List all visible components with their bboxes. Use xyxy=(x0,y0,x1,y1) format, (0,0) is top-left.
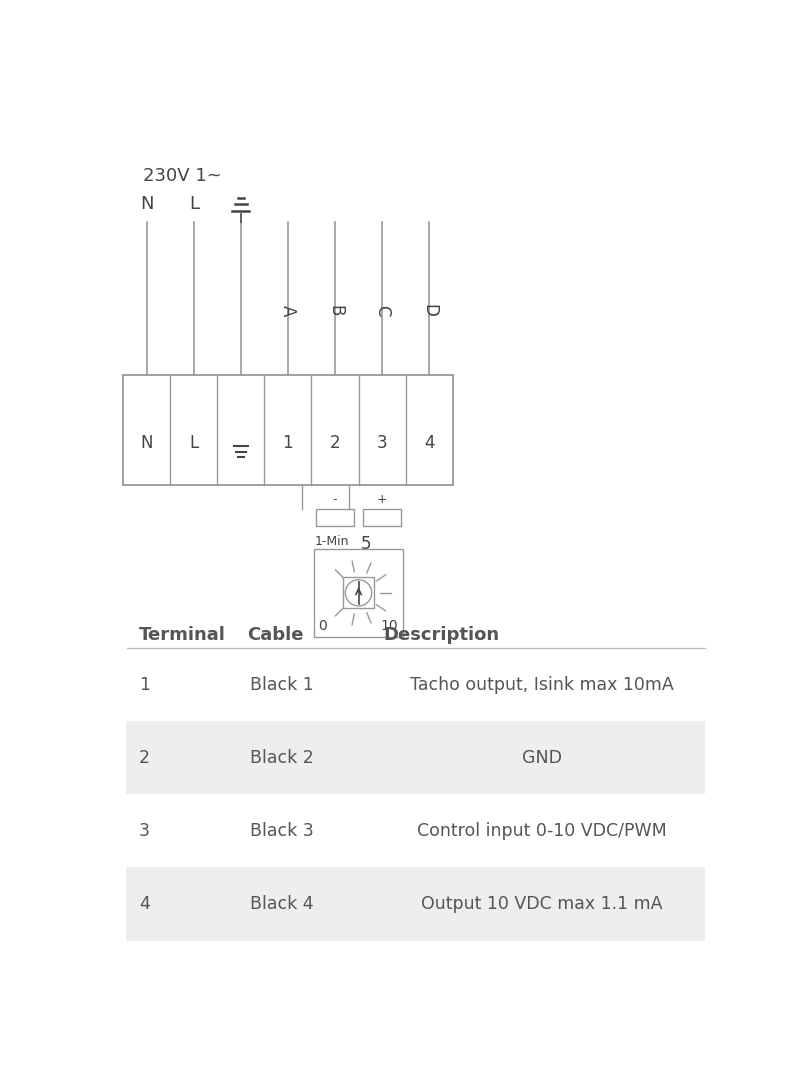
Bar xyxy=(314,548,403,637)
Text: Black 4: Black 4 xyxy=(250,895,314,913)
Text: Black 1: Black 1 xyxy=(250,676,314,694)
Text: N: N xyxy=(140,195,154,213)
Bar xyxy=(126,795,705,867)
Text: L: L xyxy=(190,435,198,452)
Text: C: C xyxy=(373,305,391,317)
Text: B: B xyxy=(326,305,344,317)
Text: Black 3: Black 3 xyxy=(250,822,314,840)
Text: 1-Min: 1-Min xyxy=(314,535,349,548)
Text: N: N xyxy=(141,435,153,452)
Text: Black 2: Black 2 xyxy=(250,749,314,766)
Text: L: L xyxy=(189,195,199,213)
Bar xyxy=(126,721,705,795)
Text: +: + xyxy=(377,493,387,506)
Text: Control input 0-10 VDC/PWM: Control input 0-10 VDC/PWM xyxy=(417,822,666,840)
Text: 1: 1 xyxy=(138,676,150,694)
Text: 4: 4 xyxy=(138,895,150,913)
Bar xyxy=(123,375,453,485)
Text: 3: 3 xyxy=(377,435,387,452)
Text: A: A xyxy=(279,305,297,317)
Text: 230V 1~: 230V 1~ xyxy=(142,166,222,185)
Text: 5: 5 xyxy=(361,535,371,552)
Text: Cable: Cable xyxy=(247,626,304,644)
Text: 2: 2 xyxy=(330,435,340,452)
Text: 1: 1 xyxy=(282,435,294,452)
Text: 3: 3 xyxy=(138,822,150,840)
Bar xyxy=(126,648,705,721)
Bar xyxy=(363,508,401,525)
Text: Tacho output, Isink max 10mA: Tacho output, Isink max 10mA xyxy=(410,676,674,694)
Text: GND: GND xyxy=(522,749,562,766)
Text: 2: 2 xyxy=(138,749,150,766)
Bar xyxy=(343,577,374,609)
Text: -: - xyxy=(333,493,337,506)
Text: Terminal: Terminal xyxy=(138,626,226,644)
Bar xyxy=(316,508,354,525)
Text: Output 10 VDC max 1.1 mA: Output 10 VDC max 1.1 mA xyxy=(421,895,662,913)
Text: D: D xyxy=(420,304,438,317)
Circle shape xyxy=(346,579,372,606)
Text: 4: 4 xyxy=(424,435,434,452)
Bar xyxy=(126,867,705,940)
Text: 10: 10 xyxy=(381,618,398,632)
Text: 0: 0 xyxy=(318,618,327,632)
Text: Description: Description xyxy=(383,626,499,644)
